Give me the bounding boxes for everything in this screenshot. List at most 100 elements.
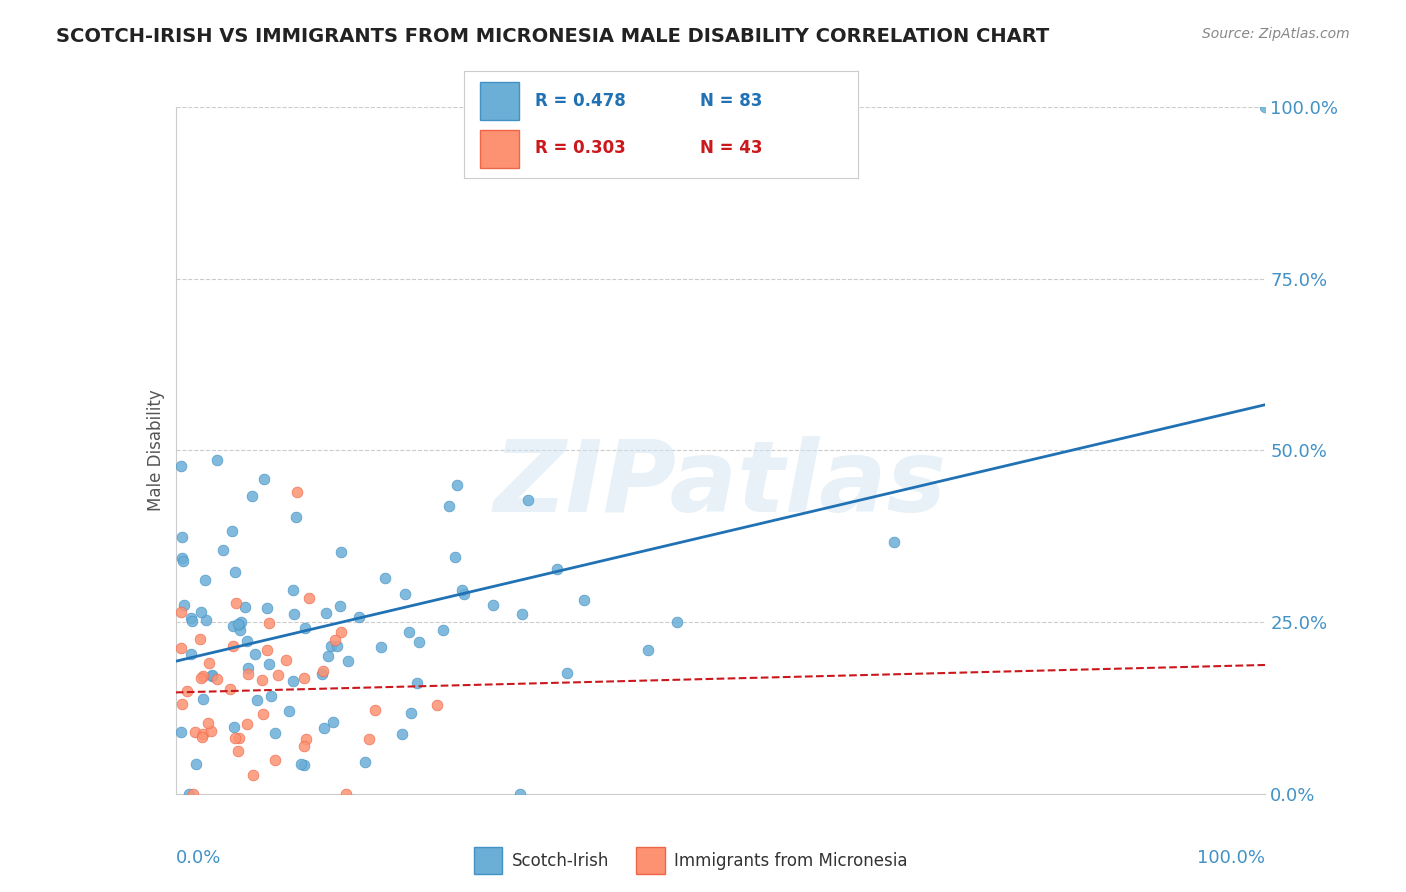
Scotch-Irish: [399, 706, 422, 721]
Scotch-Irish: [482, 598, 505, 612]
Immigrants from Micronesia: [170, 641, 193, 656]
Immigrants from Micronesia: [330, 625, 353, 640]
Immigrants from Micronesia: [222, 639, 245, 653]
Immigrants from Micronesia: [191, 731, 214, 745]
Immigrants from Micronesia: [218, 681, 240, 696]
Immigrants from Micronesia: [363, 703, 385, 717]
Scotch-Irish: [260, 689, 283, 703]
Scotch-Irish: [637, 643, 659, 657]
Scotch-Irish: [370, 640, 392, 655]
Immigrants from Micronesia: [294, 739, 316, 754]
Scotch-Irish: [184, 756, 207, 771]
Scotch-Irish: [509, 787, 531, 801]
Scotch-Irish: [207, 453, 229, 467]
Immigrants from Micronesia: [170, 697, 193, 711]
Text: 100.0%: 100.0%: [1198, 849, 1265, 867]
Scotch-Irish: [336, 654, 359, 668]
Scotch-Irish: [330, 545, 353, 559]
Scotch-Irish: [281, 583, 304, 598]
Immigrants from Micronesia: [276, 653, 298, 667]
Scotch-Irish: [347, 610, 370, 624]
Scotch-Irish: [444, 550, 467, 565]
Scotch-Irish: [240, 489, 263, 503]
Scotch-Irish: [446, 478, 468, 492]
Immigrants from Micronesia: [285, 485, 308, 500]
Scotch-Irish: [172, 530, 194, 544]
Immigrants from Micronesia: [236, 666, 259, 681]
Scotch-Irish: [319, 639, 342, 653]
Text: R = 0.303: R = 0.303: [534, 139, 626, 157]
Scotch-Irish: [516, 492, 538, 507]
Scotch-Irish: [555, 666, 578, 681]
Immigrants from Micronesia: [259, 615, 281, 630]
Scotch-Irish: [170, 725, 193, 739]
Scotch-Irish: [172, 550, 194, 565]
Scotch-Irish: [311, 666, 333, 681]
Immigrants from Micronesia: [298, 591, 321, 606]
Immigrants from Micronesia: [200, 723, 222, 738]
Immigrants from Micronesia: [207, 672, 229, 686]
Scotch-Irish: [195, 614, 218, 628]
Scotch-Irish: [224, 565, 246, 579]
Immigrants from Micronesia: [191, 727, 214, 741]
Scotch-Irish: [256, 600, 278, 615]
Scotch-Irish: [179, 787, 201, 801]
Text: N = 83: N = 83: [700, 93, 762, 111]
Text: Immigrants from Micronesia: Immigrants from Micronesia: [675, 852, 908, 870]
Scotch-Irish: [190, 605, 212, 619]
Scotch-Irish: [510, 607, 533, 622]
Scotch-Irish: [283, 607, 305, 621]
FancyBboxPatch shape: [474, 847, 502, 874]
Immigrants from Micronesia: [323, 633, 346, 648]
Immigrants from Micronesia: [188, 632, 211, 647]
Scotch-Irish: [229, 624, 252, 638]
Immigrants from Micronesia: [292, 671, 315, 685]
Scotch-Irish: [316, 648, 339, 663]
Text: R = 0.478: R = 0.478: [534, 93, 626, 111]
Scotch-Irish: [283, 674, 305, 689]
Immigrants from Micronesia: [252, 707, 274, 722]
Scotch-Irish: [546, 562, 568, 576]
Scotch-Irish: [432, 623, 454, 637]
Scotch-Irish: [228, 618, 250, 632]
Scotch-Irish: [191, 692, 214, 706]
Scotch-Irish: [257, 657, 280, 672]
Immigrants from Micronesia: [250, 673, 273, 687]
Scotch-Irish: [173, 598, 195, 612]
Immigrants from Micronesia: [267, 668, 290, 682]
Scotch-Irish: [322, 714, 344, 729]
Immigrants from Micronesia: [359, 731, 381, 746]
Immigrants from Micronesia: [312, 664, 335, 678]
Immigrants from Micronesia: [193, 669, 215, 683]
FancyBboxPatch shape: [479, 130, 519, 168]
Scotch-Irish: [233, 599, 256, 614]
Scotch-Irish: [201, 668, 224, 682]
Scotch-Irish: [172, 554, 194, 568]
Scotch-Irish: [246, 692, 269, 706]
Scotch-Irish: [572, 593, 595, 607]
Text: Source: ZipAtlas.com: Source: ZipAtlas.com: [1202, 27, 1350, 41]
Scotch-Irish: [222, 619, 245, 633]
Immigrants from Micronesia: [183, 725, 205, 739]
Immigrants from Micronesia: [295, 731, 318, 746]
Scotch-Irish: [290, 757, 312, 772]
Scotch-Irish: [374, 571, 396, 585]
Scotch-Irish: [236, 661, 259, 675]
Immigrants from Micronesia: [228, 731, 250, 745]
Scotch-Irish: [243, 648, 266, 662]
Immigrants from Micronesia: [197, 715, 219, 730]
Text: N = 43: N = 43: [700, 139, 762, 157]
Scotch-Irish: [394, 587, 416, 601]
Immigrants from Micronesia: [236, 717, 259, 731]
Scotch-Irish: [277, 704, 299, 718]
Scotch-Irish: [292, 758, 315, 772]
Immigrants from Micronesia: [170, 605, 193, 619]
Scotch-Irish: [665, 615, 688, 629]
Scotch-Irish: [180, 648, 202, 662]
Scotch-Irish: [353, 755, 375, 769]
Immigrants from Micronesia: [242, 768, 264, 782]
Scotch-Irish: [170, 458, 193, 473]
Scotch-Irish: [314, 721, 336, 735]
Text: 0.0%: 0.0%: [176, 849, 221, 867]
Immigrants from Micronesia: [176, 684, 198, 698]
